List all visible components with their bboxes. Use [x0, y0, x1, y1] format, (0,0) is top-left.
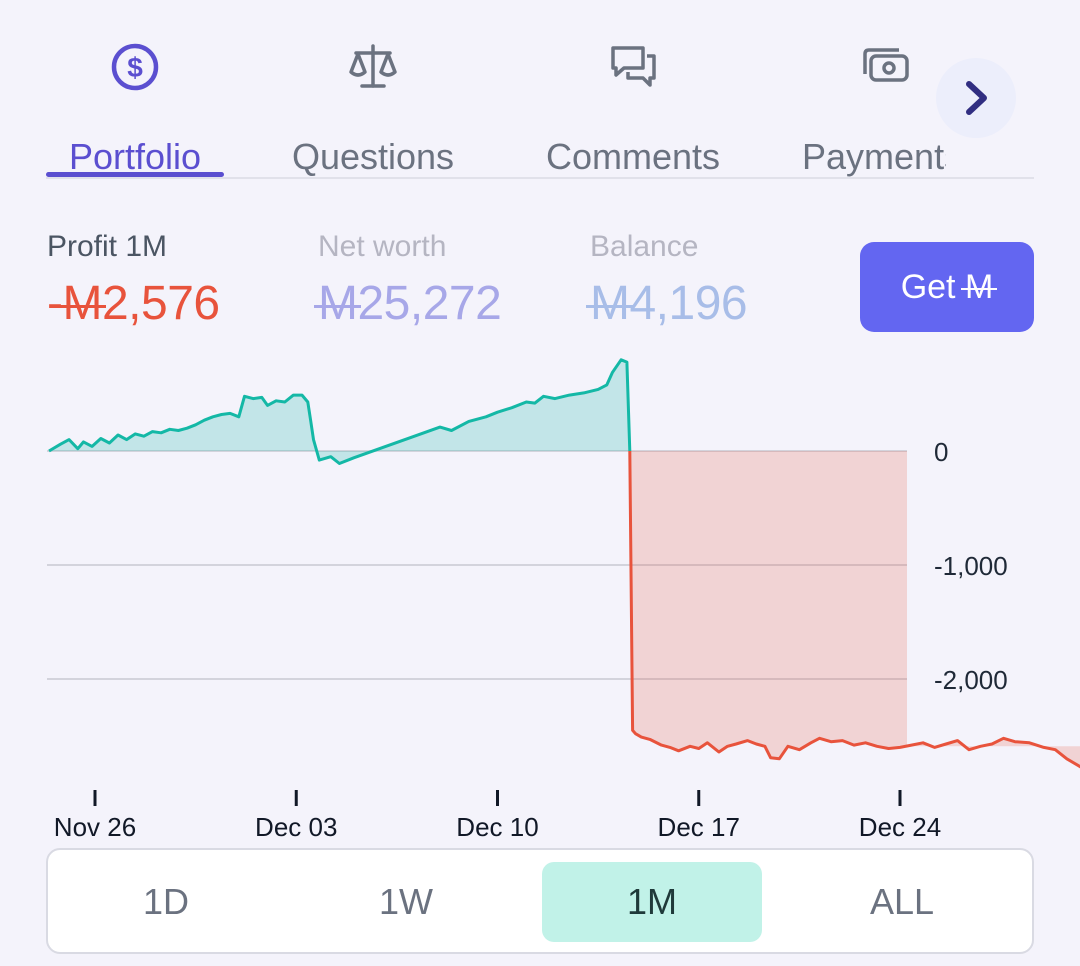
positive-area	[49, 359, 630, 464]
tab-comments-label: Comments	[545, 136, 721, 177]
profit-value: -M2,576	[47, 276, 220, 331]
profit-amount: 2,576	[101, 277, 220, 330]
tabs-divider	[46, 177, 1034, 179]
x-tick-label: Dec 17	[658, 812, 740, 842]
balance-stat[interactable]: Balance M4,196	[585, 230, 748, 331]
range-1d-button[interactable]: 1D	[142, 881, 190, 922]
tab-comments[interactable]: Comments	[532, 36, 734, 178]
tab-questions[interactable]: Questions	[278, 36, 468, 178]
tab-portfolio-label: Portfolio	[68, 136, 202, 177]
dollar-circle-icon: $	[111, 43, 159, 91]
money-icon	[863, 48, 909, 82]
range-all-button[interactable]: ALL	[869, 881, 935, 922]
x-tick-label: Nov 26	[54, 812, 136, 842]
mana-currency-icon: M	[313, 277, 363, 330]
x-tick-label: Dec 24	[859, 812, 941, 842]
balance-label: Balance	[590, 230, 699, 263]
tab-portfolio[interactable]: $ Portfolio	[46, 36, 224, 178]
x-tick-label: Dec 03	[255, 812, 337, 842]
mana-currency-icon: M	[58, 277, 107, 330]
net-worth-amount: 25,272	[357, 277, 502, 330]
profit-label: Profit 1M	[47, 230, 168, 263]
scales-icon	[349, 44, 397, 88]
get-mana-button[interactable]: Get M	[860, 242, 1034, 332]
tabs-scroll-right-button[interactable]	[936, 58, 1016, 138]
tab-questions-label: Questions	[291, 136, 455, 177]
positive-series-line	[48, 358, 632, 465]
net-worth-value: M25,272	[313, 276, 502, 331]
tab-payments[interactable]: Payments	[796, 36, 946, 178]
y-tick-label: 0	[934, 437, 948, 467]
net-worth-label: Net worth	[318, 230, 447, 263]
svg-text:$: $	[127, 52, 143, 83]
tab-payments-label: Payments	[802, 136, 946, 177]
balance-amount: 4,196	[629, 277, 748, 330]
negative-area	[629, 451, 1080, 767]
profit-stat: Profit 1M -M2,576	[47, 230, 220, 331]
y-tick-label: -2,000	[934, 665, 1008, 695]
time-range-selector: 1D 1W 1M ALL	[46, 848, 1034, 954]
mana-currency-icon: M	[585, 277, 635, 330]
mana-currency-icon: M	[960, 267, 998, 306]
range-1m-button[interactable]: 1M	[542, 862, 762, 942]
x-tick-label: Dec 10	[456, 812, 538, 842]
active-tab-indicator	[46, 172, 224, 177]
profit-sign: -	[47, 277, 63, 330]
chevron-right-icon	[966, 81, 987, 115]
tab-bar: $ Portfolio Questions Comments	[0, 0, 1080, 180]
net-worth-stat[interactable]: Net worth M25,272	[313, 230, 502, 331]
range-1w-button[interactable]: 1W	[379, 881, 433, 922]
negative-series-line	[628, 450, 1080, 769]
balance-value: M4,196	[585, 276, 748, 331]
profit-chart[interactable]: 0 -1,000 -2,000 Nov 26 Dec 03 Dec 10 Dec 17 Dec…	[0, 350, 1080, 850]
chat-bubbles-icon	[611, 46, 656, 87]
y-tick-label: -1,000	[934, 551, 1008, 581]
get-button-label: Get	[900, 267, 956, 306]
